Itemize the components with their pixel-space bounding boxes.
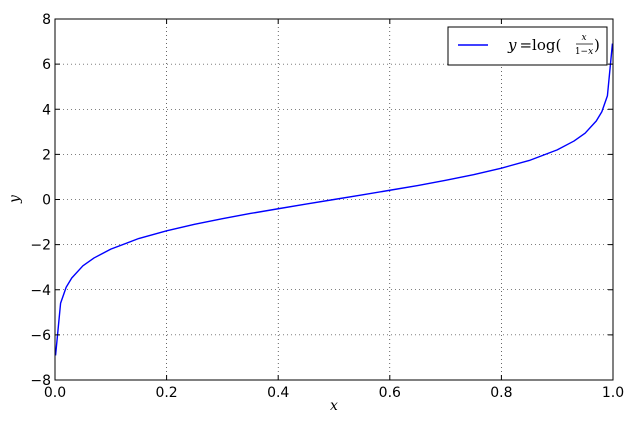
tick-labels: 0.0 0.2 0.4 0.6 0.8 1.0 8 6 4 2 0 −2 −4 −6 −8: [30, 12, 624, 401]
x-tick-label: 0.0: [44, 385, 66, 401]
y-tick-label: −6: [30, 328, 51, 344]
grid: [55, 19, 613, 380]
x-tick-label: 0.4: [267, 385, 289, 401]
series-layer: [54, 43, 614, 356]
legend: y =log( x 1−x ): [447, 26, 608, 66]
y-tick-label: −4: [30, 283, 51, 299]
svg-text:1−x: 1−x: [575, 47, 593, 57]
ticks: [54, 18, 614, 381]
legend-box: [447, 26, 608, 66]
x-tick-label: 0.8: [490, 385, 512, 401]
x-axis-label: x: [330, 398, 338, 414]
x-tick-label: 0.2: [155, 385, 177, 401]
legend-label: y =log( x 1−x ): [507, 33, 600, 57]
svg-text:y=log(: y =log(: [507, 36, 561, 54]
series-line: [54, 43, 614, 356]
y-tick-label: 2: [42, 147, 51, 163]
y-axis-label: y: [7, 194, 23, 204]
y-tick-label: −2: [30, 238, 51, 254]
y-tick-label: −8: [30, 373, 51, 389]
x-tick-label: 1.0: [602, 385, 624, 401]
svg-text:x: x: [581, 33, 586, 43]
svg-text:): ): [594, 36, 600, 54]
y-tick-label: 8: [42, 12, 51, 28]
x-tick-label: 0.6: [379, 385, 401, 401]
y-tick-label: 4: [42, 102, 51, 118]
y-tick-label: 6: [42, 57, 51, 73]
y-tick-label: 0: [42, 193, 51, 209]
